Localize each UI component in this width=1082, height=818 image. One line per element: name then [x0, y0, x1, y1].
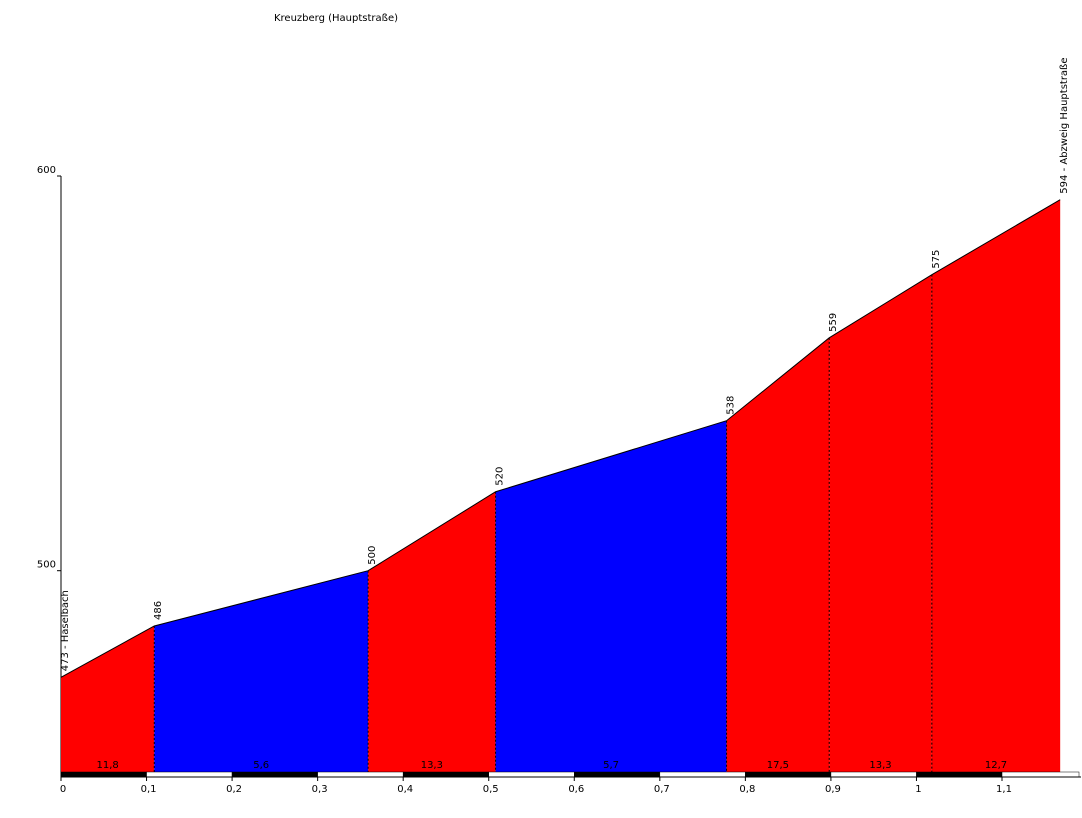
scale-block	[231, 771, 318, 778]
scale-block	[146, 771, 233, 778]
x-tick-label: 0,6	[568, 784, 584, 795]
scale-block	[916, 771, 1003, 778]
x-tick-label: 0,7	[654, 784, 670, 795]
x-tick-label: 0,4	[397, 784, 413, 795]
gradient-label: 11,8	[96, 760, 118, 771]
scale-block	[745, 771, 832, 778]
scale-block	[402, 771, 489, 778]
point-label: 575	[931, 250, 942, 269]
scale-block	[1001, 771, 1080, 778]
x-tick-label: 1	[915, 784, 921, 795]
y-tick-label: 500	[37, 560, 56, 571]
x-tick-label: 0,8	[739, 784, 755, 795]
gradient-label: 12,7	[985, 760, 1007, 771]
scale-block	[488, 771, 575, 778]
segment-area	[829, 274, 932, 772]
gradient-label: 5,7	[603, 760, 619, 771]
x-tick-label: 0,2	[226, 784, 242, 795]
gradient-label: 13,3	[869, 760, 891, 771]
point-label: 486	[153, 601, 164, 620]
point-label: 538	[726, 396, 737, 415]
segment-area	[495, 420, 727, 772]
scale-block	[830, 771, 917, 778]
segment-area	[154, 570, 369, 772]
segment-area	[931, 199, 1061, 772]
scale-block	[60, 771, 147, 778]
point-label: 520	[495, 467, 506, 486]
chart-title: Kreuzberg (Hauptstraße)	[274, 13, 398, 24]
x-tick-label: 0,3	[312, 784, 328, 795]
x-tick-label: 1,1	[996, 784, 1012, 795]
profile-line	[60, 199, 1061, 678]
scale-block	[574, 771, 661, 778]
segment-area	[726, 337, 830, 772]
segment-area	[368, 491, 496, 772]
y-tick-label: 600	[37, 165, 56, 176]
scale-block	[659, 771, 746, 778]
gradient-label: 13,3	[421, 760, 443, 771]
point-label: 500	[367, 546, 378, 565]
x-tick-label: 0	[60, 784, 66, 795]
point-label: 594 - Abzweig Hauptstraße	[1059, 57, 1070, 193]
scale-block	[317, 771, 404, 778]
x-tick-label: 0,9	[825, 784, 841, 795]
gradient-label: 17,5	[767, 760, 789, 771]
segment-area	[61, 625, 155, 772]
x-tick-label: 0,1	[141, 784, 157, 795]
point-label: 473 - Haselbach	[60, 590, 71, 671]
point-label: 559	[828, 313, 839, 332]
x-tick-label: 0,5	[483, 784, 499, 795]
gradient-label: 5,6	[253, 760, 269, 771]
